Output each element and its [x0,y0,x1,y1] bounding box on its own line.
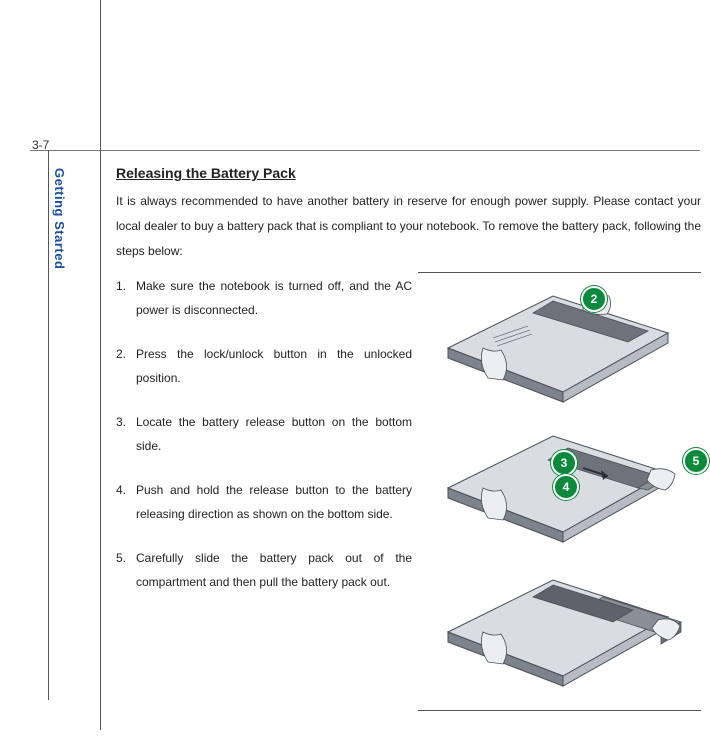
content-block: Releasing the Battery Pack It is always … [116,165,701,277]
step-text: Press the lock/unlock button in the unlo… [136,342,412,390]
callout-badge-2: 2 [581,286,607,312]
section-side-label: Getting Started [52,168,67,269]
figure-panel-1: 2 [433,278,683,408]
manual-page: 3-7 Getting Started Releasing the Batter… [0,0,710,738]
callout-number: 2 [591,292,598,306]
callout-number: 5 [693,454,700,468]
callout-number: 4 [563,480,570,494]
callout-number: 3 [561,456,568,470]
figures-divider-top [418,272,701,273]
callout-badge-3: 3 [551,450,577,476]
figure-panel-2: 3 4 5 [433,418,683,548]
list-item: 2. Press the lock/unlock button in the u… [116,342,412,390]
callout-badge-4: 4 [553,474,579,500]
steps-list: 1. Make sure the notebook is turned off,… [116,274,412,594]
step-text: Locate the battery release button on the… [136,410,412,458]
step-number: 3. [116,410,136,458]
step-text: Make sure the notebook is turned off, an… [136,274,412,322]
list-item: 3. Locate the battery release button on … [116,410,412,458]
step-text: Push and hold the release button to the … [136,478,412,526]
laptop-illustration [433,278,683,408]
heading: Releasing the Battery Pack [116,165,701,181]
step-number: 1. [116,274,136,322]
step-number: 4. [116,478,136,526]
list-item: 5. Carefully slide the battery pack out … [116,546,412,594]
callout-badge-5: 5 [683,448,709,474]
list-item: 4. Push and hold the release button to t… [116,478,412,526]
figures-divider-bottom [418,710,701,711]
rule-vertical-outer [48,150,49,700]
rule-horizontal [30,150,700,151]
step-number: 5. [116,546,136,594]
body-row: 1. Make sure the notebook is turned off,… [116,274,701,614]
step-number: 2. [116,342,136,390]
laptop-illustration [433,562,683,692]
rule-vertical-inner [100,0,101,730]
list-item: 1. Make sure the notebook is turned off,… [116,274,412,322]
step-text: Carefully slide the battery pack out of … [136,546,412,594]
figure-panel-3 [433,562,683,692]
intro-paragraph: It is always recommended to have another… [116,189,701,265]
